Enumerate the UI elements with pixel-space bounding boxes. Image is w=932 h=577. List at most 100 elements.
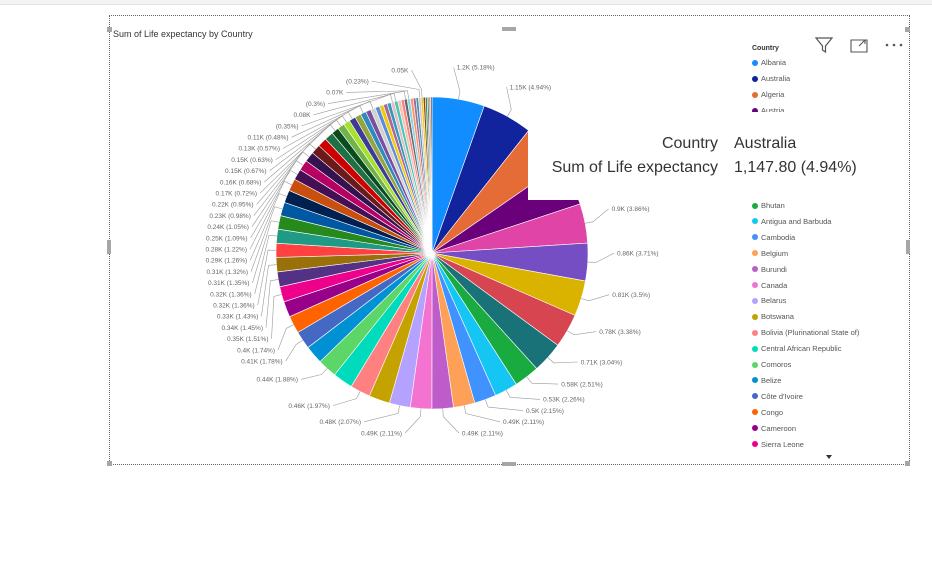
legend-item[interactable]: Cameroon [752,424,796,434]
legend-scroll-down-icon[interactable] [826,455,832,459]
tooltip: Country Australia Sum of Life expectancy… [528,128,870,200]
legend-item-label: Central African Republic [761,344,842,354]
legend-dot-icon [752,234,758,241]
legend-item[interactable]: Belgium [752,249,788,259]
legend-dot-icon [752,250,758,257]
legend-item[interactable]: Côte d'Ivoire [752,392,803,402]
data-label: 0.78K (3.38%) [599,329,641,336]
leader-line [453,67,461,100]
legend-dot-icon [752,425,758,432]
leader-line [587,252,615,263]
leader-line [327,91,406,104]
resize-handle-corner-br[interactable] [905,461,910,466]
leader-line [257,249,277,306]
legend-item[interactable]: Belize [752,376,781,386]
leader-line [264,119,342,183]
data-label: 0.53K (2.26%) [543,397,585,404]
leader-line [285,339,303,362]
leader-line [259,124,336,194]
legend-item[interactable]: Bhutan [752,201,785,211]
data-label: 0.15K (0.63%) [231,157,273,164]
pie-slices [275,96,589,410]
data-label: 0.05K [391,67,409,74]
legend-item-label: Burundi [761,264,787,274]
legend-item[interactable]: Belarus [752,296,786,306]
data-label: 1.15K (4.94%) [510,84,552,91]
leader-line [252,220,280,283]
data-label: 0.34K (1.45%) [221,325,263,332]
resize-handle-corner-bl[interactable] [107,461,112,466]
legend-item-label: Bolivia (Plurinational State of) [761,328,860,338]
pie-slice[interactable] [430,96,433,254]
resize-handle-right[interactable] [906,240,910,254]
data-label: 0.29K (1.26%) [206,258,248,265]
legend-item[interactable]: Cambodia [752,233,795,243]
legend-item[interactable]: Antigua and Barbuda [752,217,831,227]
legend-dot-icon [752,297,758,304]
legend-item[interactable]: Albania [752,58,786,68]
legend-item[interactable]: Comoros [752,360,791,370]
focus-mode-icon[interactable] [849,36,869,54]
legend-item[interactable]: Bolivia (Plurinational State of) [752,328,859,338]
leader-line [301,94,393,127]
leader-line [261,264,277,317]
resize-handle-bottom[interactable] [502,462,516,466]
leader-line [277,324,294,351]
data-label: 0.35K (1.51%) [227,336,269,343]
legend-item-label: Côte d'Ivoire [761,391,803,401]
leader-line [346,90,409,99]
data-label: (0.23%) [346,79,369,86]
resize-handle-top[interactable] [502,27,516,31]
resize-handle-corner-tr[interactable] [905,27,910,32]
filter-icon[interactable] [814,36,834,54]
data-label: 0.16K (0.68%) [220,179,262,186]
more-options-icon[interactable] [883,36,905,54]
data-label: 1.2K (5.18%) [457,65,495,72]
legend-item-label: Canada [761,280,788,290]
legend-dot-icon [752,345,758,352]
data-label: 0.33K (1.43%) [217,314,259,321]
data-label: 0.46K (1.97%) [288,403,330,410]
legend-item[interactable]: Botswana [752,312,794,322]
data-label: 0.13K (0.57%) [238,146,280,153]
data-label: 0.58K (2.51%) [561,381,603,388]
leader-line [581,294,610,302]
data-label: 0.11K (0.48%) [248,135,289,142]
legend-item-label: Cambodia [761,232,796,242]
legend-item-label: Congo [761,407,784,417]
legend-item-label: Comoros [761,360,792,369]
leader-line [254,234,277,295]
legend-item-label: Belize [761,375,782,385]
legend-dot-icon [752,75,758,82]
legend-dot-icon [752,91,758,98]
legend-item[interactable]: Canada [752,281,787,291]
data-label: 0.24K (1.05%) [207,224,249,231]
leader-line [363,405,400,423]
legend-item[interactable]: Congo [752,408,783,418]
legend-item[interactable]: Central African Republic [752,344,841,354]
leader-line [271,294,282,339]
leader-line [250,206,283,272]
data-label: 0.9K (3.86%) [612,206,650,213]
leader-line [567,330,597,336]
legend-dot-icon [752,107,758,112]
legend-item[interactable]: Sierra Leone [752,440,804,450]
data-label: 0.4K (1.74%) [237,347,275,354]
data-label: 0.49K (2.11%) [361,430,402,437]
data-label: 0.49K (2.11%) [462,430,503,437]
legend-item-label: Botswana [761,312,794,322]
data-label: 0.86K (3.71%) [617,251,659,258]
legend-dot-icon [752,441,758,447]
tooltip-key-country: Country [661,135,718,152]
resize-handle-left[interactable] [107,240,111,254]
legend-item[interactable]: Algeria [752,90,784,100]
chart-title: Sum of Life expectancy by Country [113,29,253,39]
legend-item[interactable]: Austria [752,106,784,112]
legend-item[interactable]: Burundi [752,265,787,275]
data-label: 0.81K (3.5%) [612,292,650,299]
leader-line [256,143,316,205]
leader-line [249,193,287,261]
resize-handle-corner-tl[interactable] [107,27,112,32]
legend-item[interactable]: Australia [752,74,790,84]
legend-item-label: Albania [761,58,787,67]
